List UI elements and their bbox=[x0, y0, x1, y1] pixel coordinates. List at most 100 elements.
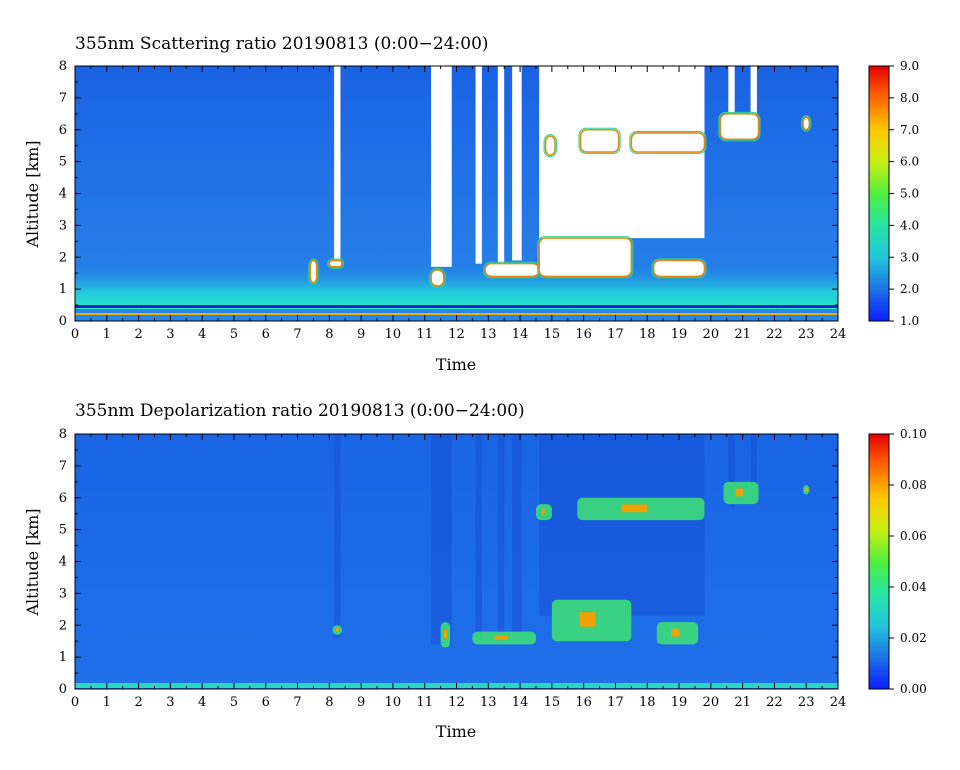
x-tick-label: 19 bbox=[671, 327, 688, 342]
y-tick-label: 7 bbox=[59, 459, 67, 474]
cloud-feature bbox=[484, 262, 540, 278]
scattering-cloud-features bbox=[308, 111, 812, 288]
x-tick-label: 14 bbox=[512, 327, 529, 342]
x-tick-label: 10 bbox=[385, 695, 402, 710]
y-tick-label: 8 bbox=[59, 427, 67, 442]
x-tick-label: 12 bbox=[448, 327, 465, 342]
colorbar-tick-label: 5.0 bbox=[900, 187, 919, 201]
cloud-feature bbox=[579, 128, 620, 153]
x-tick-label: 23 bbox=[798, 695, 815, 710]
y-tick-label: 4 bbox=[59, 187, 67, 202]
depolarization-colorbar-bar bbox=[868, 433, 890, 690]
dark-streak bbox=[750, 434, 757, 492]
x-tick-label: 22 bbox=[766, 327, 783, 342]
cloud-feature bbox=[652, 259, 706, 278]
dark-streak bbox=[475, 434, 482, 642]
colorbar-tick-label: 2.0 bbox=[900, 282, 919, 296]
depolarization-background bbox=[75, 434, 838, 689]
cloud-feature bbox=[802, 116, 811, 131]
colorbar-tick-label: 3.0 bbox=[900, 250, 919, 264]
scattering-colorbar-bar bbox=[868, 65, 890, 322]
signal-gap bbox=[750, 66, 757, 114]
cloud-feature-core bbox=[579, 612, 596, 627]
depolarization-dark-streaks bbox=[334, 434, 757, 645]
x-tick-label: 9 bbox=[357, 327, 365, 342]
x-tick-label: 13 bbox=[480, 695, 497, 710]
depolarization-y-axis: 0 1 2 3 4 5 6 7 8 bbox=[59, 427, 838, 697]
x-tick-label: 4 bbox=[198, 327, 206, 342]
cloud-feature-core bbox=[494, 635, 508, 640]
x-tick-label: 2 bbox=[134, 695, 142, 710]
cloud-feature-core bbox=[621, 504, 648, 513]
cloud-feature bbox=[328, 259, 343, 268]
depolarization-ylabel: Altitude [km] bbox=[23, 508, 42, 616]
colorbar-tick-label: 7.0 bbox=[900, 123, 919, 137]
depolarization-x-axis: 0 1 2 3 4 5 6 7 8 9 10 11 12 13 14 15 16 17 18 19 20 21 22 23 24 bbox=[71, 434, 846, 710]
cloud-feature-core bbox=[541, 508, 545, 515]
scattering-xlabel: Time bbox=[436, 355, 476, 374]
cloud-feature bbox=[630, 132, 706, 153]
y-tick-label: 5 bbox=[59, 523, 67, 538]
x-tick-label: 8 bbox=[325, 327, 333, 342]
y-tick-label: 1 bbox=[59, 650, 67, 665]
x-tick-label: 15 bbox=[544, 327, 561, 342]
x-tick-label: 23 bbox=[798, 327, 815, 342]
dark-streak bbox=[512, 434, 522, 638]
cloud-feature-core bbox=[735, 488, 743, 497]
x-tick-label: 17 bbox=[607, 695, 624, 710]
x-tick-label: 4 bbox=[198, 695, 206, 710]
y-tick-label: 0 bbox=[59, 314, 67, 329]
depolarization-colorbar: 0.00 0.02 0.04 0.06 0.08 0.10 bbox=[868, 427, 927, 696]
colorbar-tick-label: 4.0 bbox=[900, 218, 919, 232]
depolarization-xlabel: Time bbox=[436, 722, 476, 741]
scattering-x-axis: 0 1 2 3 4 5 6 7 8 9 10 11 12 13 14 15 16 17 18 19 20 21 22 23 24 bbox=[71, 66, 846, 342]
cloud-feature-edge bbox=[429, 268, 446, 288]
y-tick-label: 0 bbox=[59, 682, 67, 697]
signal-gap bbox=[512, 66, 522, 261]
surface-line bbox=[75, 313, 838, 315]
x-tick-label: 11 bbox=[416, 327, 433, 342]
dark-streak bbox=[728, 434, 735, 508]
y-tick-label: 5 bbox=[59, 155, 67, 170]
cloud-feature-edge bbox=[543, 134, 558, 158]
dark-streak bbox=[539, 434, 705, 616]
x-tick-label: 0 bbox=[71, 327, 79, 342]
cloud-feature-core bbox=[335, 628, 339, 632]
y-tick-label: 1 bbox=[59, 282, 67, 297]
x-tick-label: 18 bbox=[639, 327, 656, 342]
dark-streak bbox=[334, 434, 341, 638]
signal-gap bbox=[497, 66, 505, 264]
scattering-colorbar: 1.0 2.0 3.0 4.0 5.0 6.0 7.0 8.0 9.0 bbox=[868, 59, 919, 328]
y-tick-label: 7 bbox=[59, 91, 67, 106]
colorbar-tick-label: 0.04 bbox=[900, 580, 927, 594]
depolarization-plot-area bbox=[74, 433, 839, 690]
x-tick-label: 22 bbox=[766, 695, 783, 710]
cloud-feature-edge bbox=[537, 236, 634, 279]
scattering-ratio-panel: 355nm Scattering ratio 20190813 (0:00−24… bbox=[23, 34, 919, 374]
y-tick-label: 3 bbox=[59, 218, 67, 233]
x-tick-label: 18 bbox=[639, 695, 656, 710]
near-surface-band bbox=[75, 305, 838, 308]
x-tick-label: 13 bbox=[480, 327, 497, 342]
x-tick-label: 6 bbox=[262, 695, 270, 710]
y-tick-label: 3 bbox=[59, 586, 67, 601]
x-tick-label: 1 bbox=[103, 327, 111, 342]
cloud-feature-core bbox=[671, 628, 680, 637]
dark-streak bbox=[431, 434, 452, 645]
signal-gap bbox=[334, 66, 341, 261]
x-tick-label: 2 bbox=[134, 327, 142, 342]
x-tick-label: 14 bbox=[512, 695, 529, 710]
x-tick-label: 0 bbox=[71, 695, 79, 710]
x-tick-label: 8 bbox=[325, 695, 333, 710]
y-tick-label: 2 bbox=[59, 250, 67, 265]
x-tick-label: 16 bbox=[575, 695, 592, 710]
x-tick-label: 11 bbox=[416, 695, 433, 710]
y-tick-label: 2 bbox=[59, 618, 67, 633]
x-tick-label: 10 bbox=[385, 327, 402, 342]
x-tick-label: 6 bbox=[262, 327, 270, 342]
colorbar-tick-label: 9.0 bbox=[900, 59, 919, 73]
depolarization-cloud-features bbox=[332, 481, 810, 648]
cloud-feature bbox=[544, 135, 556, 157]
cloud-feature-core bbox=[443, 629, 447, 639]
x-tick-label: 7 bbox=[293, 327, 301, 342]
